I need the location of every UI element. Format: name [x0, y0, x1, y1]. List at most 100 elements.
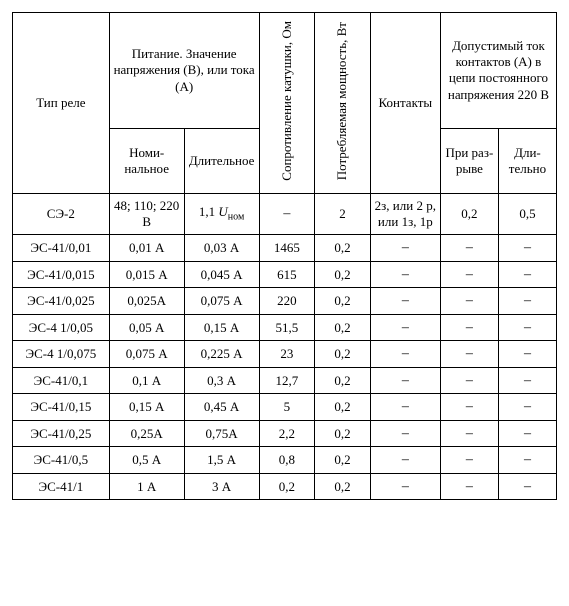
cell-long-term: – [498, 341, 556, 368]
header-long-term: Дли­тельно [498, 128, 556, 193]
table-row: СЭ-2 48; 110; 220 В 1,1 Uном – 2 2з, или… [13, 193, 557, 235]
cell-type: ЭС-41/0,5 [13, 447, 110, 474]
cell-power: 0,2 [315, 261, 371, 288]
cell-resistance: 220 [259, 288, 315, 315]
cell-nominal: 1 А [109, 473, 184, 500]
cell-nominal: 0,075 А [109, 341, 184, 368]
cell-contacts: 2з, или 2 р, или 1з, 1р [370, 193, 440, 235]
header-supply-group: Питание. Значение напряжения (В), или то… [109, 13, 259, 129]
cell-resistance: 51,5 [259, 314, 315, 341]
cell-type: ЭС-41/0,015 [13, 261, 110, 288]
table-row: ЭС-41/0,250,25А0,75А2,20,2––– [13, 420, 557, 447]
header-power: Потребляемая мощность, Вт [315, 13, 371, 194]
cell-power: 0,2 [315, 288, 371, 315]
cell-resistance: 0,2 [259, 473, 315, 500]
cell-nominal: 0,1 А [109, 367, 184, 394]
cell-at-break: – [440, 473, 498, 500]
cell-contacts: – [370, 288, 440, 315]
cell-nominal: 0,15 А [109, 394, 184, 421]
header-durable: Дли­тельное [184, 128, 259, 193]
cell-durable: 0,3 А [184, 367, 259, 394]
cell-contacts: – [370, 473, 440, 500]
table-row: ЭС-41/0,50,5 А1,5 А0,80,2––– [13, 447, 557, 474]
cell-at-break: – [440, 394, 498, 421]
cell-durable: 0,15 А [184, 314, 259, 341]
cell-type: СЭ-2 [13, 193, 110, 235]
cell-long-term: – [498, 261, 556, 288]
header-type: Тип реле [13, 13, 110, 194]
cell-at-break: – [440, 261, 498, 288]
table-row: ЭС-41/11 А3 А0,20,2––– [13, 473, 557, 500]
cell-long-term: – [498, 288, 556, 315]
cell-power: 0,2 [315, 394, 371, 421]
cell-at-break: – [440, 447, 498, 474]
cell-contacts: – [370, 261, 440, 288]
cell-nominal: 0,5 А [109, 447, 184, 474]
cell-long-term: – [498, 235, 556, 262]
cell-type: ЭС-41/0,25 [13, 420, 110, 447]
cell-long-term: – [498, 420, 556, 447]
cell-power: 0,2 [315, 341, 371, 368]
cell-durable: 0,03 А [184, 235, 259, 262]
cell-contacts: – [370, 420, 440, 447]
cell-durable: 0,75А [184, 420, 259, 447]
cell-at-break: – [440, 420, 498, 447]
header-nominal: Номи­нальное [109, 128, 184, 193]
cell-resistance: – [259, 193, 315, 235]
relay-table: Тип реле Питание. Значение напряжения (В… [12, 12, 557, 500]
table-row: ЭС-4 1/0,0750,075 А0,225 А230,2––– [13, 341, 557, 368]
cell-nominal: 0,05 А [109, 314, 184, 341]
cell-power: 0,2 [315, 314, 371, 341]
cell-type: ЭС-41/0,15 [13, 394, 110, 421]
header-at-break: При раз­рыве [440, 128, 498, 193]
cell-durable: 0,45 А [184, 394, 259, 421]
cell-at-break: – [440, 341, 498, 368]
cell-durable: 1,5 А [184, 447, 259, 474]
table-row: ЭС-41/0,10,1 А0,3 А12,70,2––– [13, 367, 557, 394]
cell-nominal: 48; 110; 220 В [109, 193, 184, 235]
cell-resistance: 615 [259, 261, 315, 288]
cell-at-break: – [440, 288, 498, 315]
header-resistance: Сопротивление катушки, Ом [259, 13, 315, 194]
cell-long-term: – [498, 473, 556, 500]
cell-at-break: 0,2 [440, 193, 498, 235]
cell-long-term: – [498, 367, 556, 394]
table-row: ЭС-41/0,150,15 А0,45 А50,2––– [13, 394, 557, 421]
cell-resistance: 12,7 [259, 367, 315, 394]
cell-at-break: – [440, 314, 498, 341]
cell-contacts: – [370, 394, 440, 421]
table-row: ЭС-41/0,0150,015 А0,045 А6150,2––– [13, 261, 557, 288]
cell-contacts: – [370, 367, 440, 394]
cell-nominal: 0,25А [109, 420, 184, 447]
cell-type: ЭС-41/0,1 [13, 367, 110, 394]
cell-power: 0,2 [315, 235, 371, 262]
cell-contacts: – [370, 341, 440, 368]
cell-nominal: 0,025А [109, 288, 184, 315]
cell-type: ЭС-4 1/0,05 [13, 314, 110, 341]
cell-contacts: – [370, 235, 440, 262]
cell-type: ЭС-4 1/0,075 [13, 341, 110, 368]
cell-resistance: 23 [259, 341, 315, 368]
cell-power: 2 [315, 193, 371, 235]
cell-contacts: – [370, 447, 440, 474]
cell-durable: 3 А [184, 473, 259, 500]
cell-long-term: – [498, 314, 556, 341]
header-contacts: Кон­такты [370, 13, 440, 194]
cell-durable: 0,045 А [184, 261, 259, 288]
cell-at-break: – [440, 235, 498, 262]
cell-type: ЭС-41/0,025 [13, 288, 110, 315]
cell-nominal: 0,01 А [109, 235, 184, 262]
cell-durable: 0,075 А [184, 288, 259, 315]
table-row: ЭС-4 1/0,050,05 А0,15 А51,50,2––– [13, 314, 557, 341]
cell-durable: 0,225 А [184, 341, 259, 368]
table-row: ЭС-41/0,010,01 А0,03 А14650,2––– [13, 235, 557, 262]
cell-long-term: – [498, 447, 556, 474]
cell-power: 0,2 [315, 473, 371, 500]
cell-resistance: 0,8 [259, 447, 315, 474]
header-current-group: Допустимый ток контактов (А) в цепи пост… [440, 13, 556, 129]
cell-resistance: 5 [259, 394, 315, 421]
cell-long-term: – [498, 394, 556, 421]
cell-power: 0,2 [315, 367, 371, 394]
table-row: ЭС-41/0,0250,025А0,075 А2200,2––– [13, 288, 557, 315]
cell-type: ЭС-41/0,01 [13, 235, 110, 262]
